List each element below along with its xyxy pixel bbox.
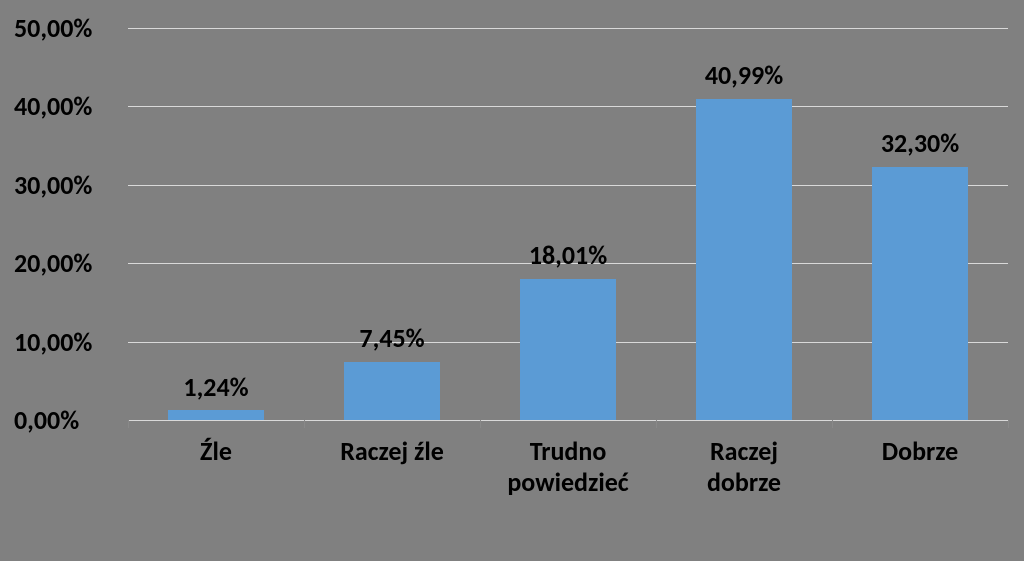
x-tick-mark bbox=[832, 420, 833, 428]
x-tick-mark bbox=[1008, 420, 1009, 428]
y-tick-label: 10,00% bbox=[14, 326, 92, 358]
x-tick-label: Źle bbox=[128, 436, 304, 467]
y-tick-label: 30,00% bbox=[14, 169, 92, 201]
data-label: 40,99% bbox=[705, 59, 783, 91]
x-tick-label: Raczejdobrze bbox=[656, 436, 832, 498]
x-tick-label: Trudnopowiedzieć bbox=[480, 436, 656, 498]
data-label: 7,45% bbox=[359, 322, 424, 354]
bar bbox=[696, 99, 793, 420]
x-tick-mark bbox=[480, 420, 481, 428]
data-label: 18,01% bbox=[529, 239, 607, 271]
data-label: 1,24% bbox=[183, 371, 248, 403]
gridline bbox=[128, 106, 1008, 107]
gridline bbox=[128, 28, 1008, 29]
bar bbox=[168, 410, 265, 420]
x-tick-mark bbox=[304, 420, 305, 428]
x-tick-mark bbox=[656, 420, 657, 428]
data-label: 32,30% bbox=[881, 127, 959, 159]
y-tick-label: 50,00% bbox=[14, 12, 92, 44]
y-tick-label: 20,00% bbox=[14, 247, 92, 279]
y-tick-label: 40,00% bbox=[14, 90, 92, 122]
bar bbox=[344, 362, 441, 420]
gridline bbox=[128, 420, 1008, 421]
y-tick-label: 0,00% bbox=[14, 404, 79, 436]
x-tick-label: Dobrze bbox=[832, 436, 1008, 467]
bar bbox=[520, 279, 617, 420]
x-tick-label: Raczej źle bbox=[304, 436, 480, 467]
bar bbox=[872, 167, 969, 420]
plot-area bbox=[128, 28, 1008, 420]
bar-chart: 0,00% 10,00% 20,00% 30,00% 40,00% 50,00% 1,24%… bbox=[0, 0, 1024, 561]
x-tick-mark bbox=[128, 420, 129, 428]
